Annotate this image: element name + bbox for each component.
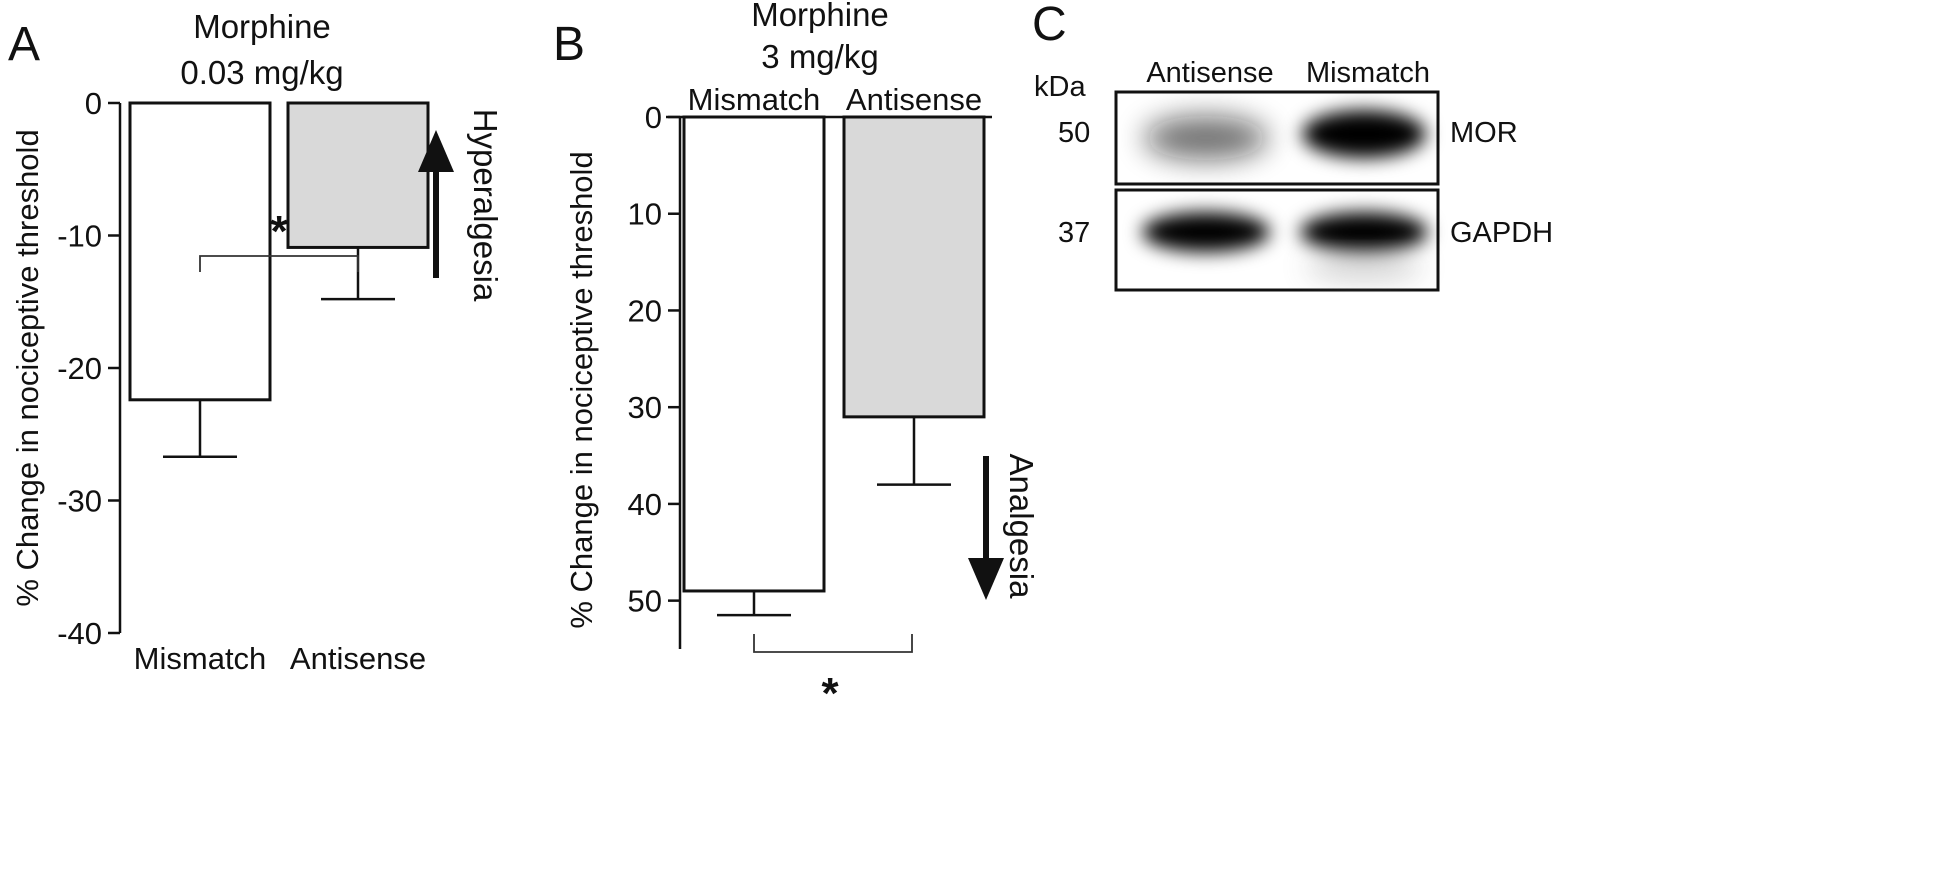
bar-mismatch (682, 115, 826, 593)
y-tick-label: -10 (57, 219, 102, 254)
hyperalgesia-arrowhead-icon (418, 130, 454, 172)
y-tick-label: 0 (85, 86, 102, 121)
blot-smear (1306, 254, 1422, 278)
panel-a-significance-bracket (199, 255, 359, 272)
y-tick-label: 30 (628, 390, 662, 425)
blot-band (1144, 116, 1268, 160)
y-tick-label: 40 (628, 487, 662, 522)
category-label: Mismatch (134, 641, 267, 676)
y-tick-label: 0 (645, 100, 662, 135)
panel-b-category-labels: Mismatch Antisense (688, 82, 982, 117)
panel-b-bars (682, 115, 986, 593)
panel-a-ylabel: % Change in nociceptive threshold (10, 129, 45, 606)
panel-a-annotation: Hyperalgesia (467, 109, 504, 302)
blot-protein-gapdh: GAPDH (1450, 217, 1553, 249)
panel-b-significance-star: * (821, 669, 839, 718)
blot-row-gapdh-bands (1142, 212, 1428, 278)
panel-a-y-axis: 0 -10 -20 -30 -40 (57, 86, 122, 651)
panel-a: A Morphine 0.03 mg/kg % Change in nocice… (8, 8, 504, 676)
panel-a-significance-star: * (270, 207, 288, 256)
panel-a-subtitle: 0.03 mg/kg (180, 54, 343, 91)
panel-a-bars (128, 101, 430, 402)
category-label: Mismatch (688, 82, 821, 117)
panel-c-label: C (1032, 0, 1067, 51)
blot-marker-50: 50 (1058, 117, 1090, 149)
blot-band (1300, 212, 1428, 252)
panel-b-annotation: Analgesia (1003, 454, 1040, 600)
blot-row-mor-bands (1144, 110, 1426, 160)
blot-lane-label-2: Mismatch (1306, 57, 1430, 89)
y-tick-label: -20 (57, 351, 102, 386)
panel-b-label: B (553, 18, 585, 71)
panel-a-category-labels: Mismatch Antisense (134, 641, 426, 676)
bar-antisense (842, 115, 986, 419)
blot-marker-37: 37 (1058, 217, 1090, 249)
y-tick-label: 20 (628, 293, 662, 328)
blot-protein-mor: MOR (1450, 117, 1518, 149)
bar-antisense (286, 101, 430, 249)
blot-unit-label: kDa (1034, 71, 1086, 103)
blot-lane-label-1: Antisense (1146, 57, 1273, 89)
bar-mismatch (128, 101, 272, 402)
y-tick-label: 10 (628, 197, 662, 232)
panel-a-title: Morphine (193, 8, 331, 45)
panel-b-subtitle: 3 mg/kg (761, 38, 878, 75)
panel-a-label: A (8, 18, 40, 71)
blot-band (1142, 212, 1270, 252)
panel-b-error-bars (717, 416, 951, 617)
panel-c: C kDa Antisense Mismatch 50 MOR 37 GAPDH (1032, 0, 1553, 292)
panel-b: B Morphine 3 mg/kg % Change in nocicepti… (553, 0, 1040, 718)
panel-b-significance-bracket (753, 634, 913, 653)
blot-band (1302, 110, 1426, 158)
y-tick-label: -30 (57, 484, 102, 519)
y-tick-label: 50 (628, 584, 662, 619)
analgesia-arrowhead-icon (968, 558, 1004, 600)
panel-b-title: Morphine (751, 0, 889, 33)
category-label: Antisense (290, 641, 426, 676)
y-tick-label: -40 (57, 616, 102, 651)
category-label: Antisense (846, 82, 982, 117)
panel-b-ylabel: % Change in nociceptive threshold (564, 151, 599, 628)
